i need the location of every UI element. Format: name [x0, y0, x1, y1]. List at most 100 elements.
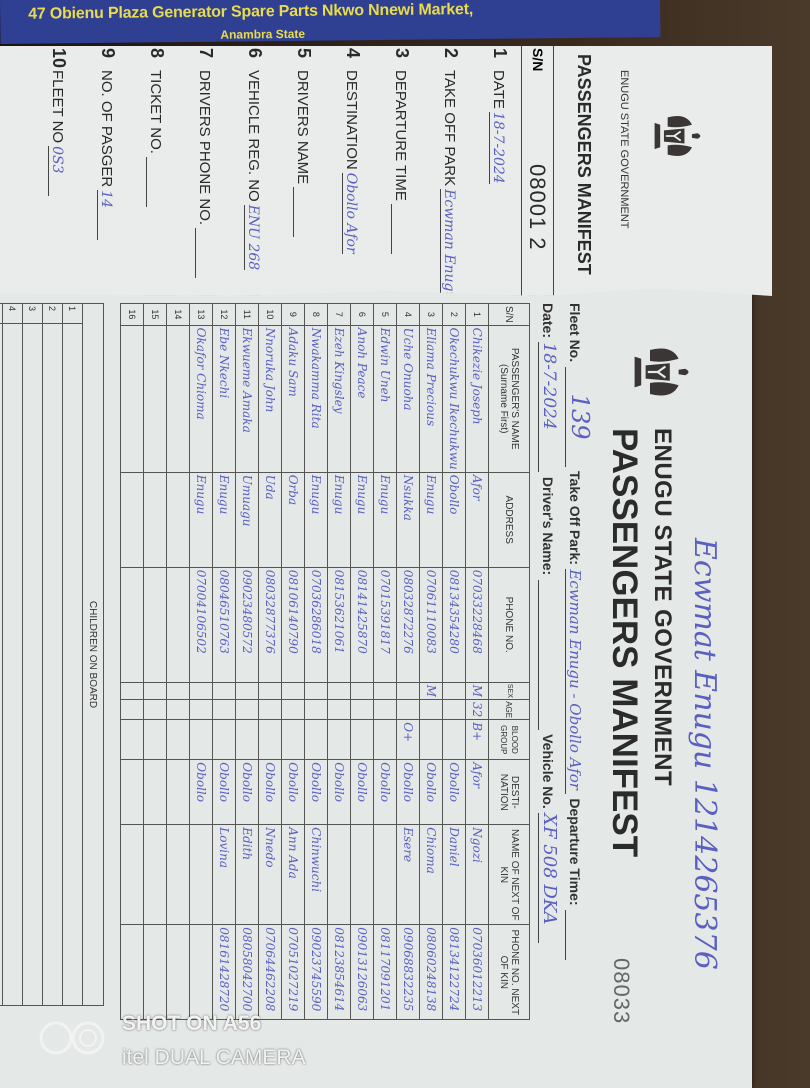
- table-cell: [42, 323, 63, 1006]
- table-cell: [143, 325, 167, 473]
- table-row: 15: [143, 303, 167, 1020]
- children-row: 3: [22, 303, 43, 1006]
- cell-value: Obollo: [401, 762, 415, 802]
- table-cell: [281, 682, 305, 700]
- table-cell: Ekwueme Amaka: [235, 325, 259, 473]
- cell-value: B+: [470, 722, 484, 742]
- table-cell: Eliama Precious: [419, 325, 443, 473]
- table-cell: Obollo: [396, 759, 420, 825]
- table-cell: [143, 472, 167, 568]
- table-cell: [373, 682, 397, 700]
- table-cell: 09023480572: [235, 567, 259, 683]
- table-cell: [143, 682, 167, 700]
- table-cell: 07051027219: [281, 924, 305, 1020]
- table-row: 1 Chikezie Joseph Afor 07033228468 M 32 B+ Afor…: [465, 303, 489, 1020]
- fleet-label: Fleet No.: [567, 303, 583, 363]
- children-row: 5: [0, 303, 3, 1006]
- table-cell: 08153621061: [327, 567, 351, 683]
- table-cell: Edwin Uneh: [373, 325, 397, 473]
- cell-value: Ngozi: [470, 827, 484, 863]
- children-label: CHILDREN ON BOARD: [82, 303, 104, 1006]
- table-cell: [143, 699, 167, 720]
- field-number: 1: [490, 48, 510, 59]
- table-row: 2 Okechukwu Ikechukwu Obollo 08134354280 Obo…: [442, 303, 466, 1020]
- table-row: 5 Edwin Uneh Enugu 07015391817 Obollo 0811709…: [373, 303, 397, 1020]
- table-cell: [304, 699, 328, 720]
- cell-value: 08134122724: [447, 927, 461, 1012]
- field-number: 4: [343, 48, 363, 59]
- cell-value: 08032877376: [263, 569, 277, 654]
- table-cell: Adaku Sam: [281, 325, 305, 473]
- table-cell: 07033228468: [465, 567, 489, 683]
- table-cell: Umuagu: [235, 472, 259, 568]
- cell-value: Obollo: [240, 762, 254, 802]
- slip-field-take-off-park: 2 TAKE OFF PARK Ecwman Enugu: [440, 48, 461, 301]
- cell-value: Obollo: [355, 762, 369, 802]
- table-cell: Obollo: [235, 759, 259, 825]
- cell-value: Okechukwu Ikechukwu: [447, 327, 461, 470]
- coat-of-arms-icon: [646, 108, 708, 164]
- table-cell: [143, 924, 167, 1020]
- cell-value: 07036286018: [309, 569, 323, 654]
- cell-value: 07051027219: [286, 927, 300, 1012]
- cell-value: Obollo: [194, 762, 208, 802]
- table-cell: [396, 682, 420, 700]
- cell-value: Obollo: [332, 762, 346, 802]
- table-cell: Nsukka: [396, 472, 420, 568]
- cell-value: 08141425870: [355, 569, 369, 654]
- column-header: SEX: [488, 682, 530, 700]
- cell-value: Enugu: [309, 474, 323, 515]
- row-number: 2: [442, 303, 466, 326]
- cell-value: Enugu: [378, 474, 392, 515]
- cell-value: Obollo: [378, 762, 392, 802]
- row-number: 2: [42, 303, 63, 324]
- table-row: 3 Eliama Precious Enugu 07061110083 M Obollo C…: [419, 303, 443, 1020]
- table-cell: [189, 824, 213, 925]
- slip-field-departure-time: 3 DEPARTURE TIME: [391, 48, 412, 254]
- table-cell: 08058042700: [235, 924, 259, 1020]
- cell-value: 08058042700: [240, 927, 254, 1012]
- cell-value: Orba: [286, 474, 300, 506]
- table-cell: Obollo: [442, 472, 466, 568]
- row-number: 9: [281, 303, 305, 326]
- table-cell: Okafor Chioma: [189, 325, 213, 473]
- table-cell: 09068832235: [396, 924, 420, 1020]
- slip-gov: ENUGU STATE GOVERNMENT: [618, 70, 630, 229]
- cell-value: Obollo: [424, 762, 438, 802]
- row-number: 1: [62, 303, 83, 324]
- date-value: 18-7-2024: [538, 342, 559, 473]
- table-cell: [258, 699, 282, 720]
- field-value: [146, 157, 147, 207]
- table-cell: [304, 719, 328, 760]
- table-cell: [235, 682, 259, 700]
- slip-field-destination: 4 DESTINATION Obollo Afor: [342, 48, 363, 254]
- field-number: 10: [49, 48, 69, 69]
- table-cell: [120, 699, 144, 720]
- table-cell: 08134122724: [442, 924, 466, 1020]
- table-cell: 08046510763: [212, 567, 236, 683]
- table-cell: 09023745590: [304, 924, 328, 1020]
- table-cell: [120, 682, 144, 700]
- table-cell: [350, 682, 374, 700]
- table-cell: [327, 699, 351, 720]
- table-cell: [22, 323, 43, 1006]
- cell-value: 08153621061: [332, 569, 346, 654]
- cell-value: Enugu: [355, 474, 369, 515]
- cell-value: Enugu: [217, 474, 231, 515]
- children-row: 1: [62, 303, 83, 1006]
- table-cell: [350, 699, 374, 720]
- advert-banner: 47 Obienu Plaza Generator Spare Parts Nk…: [0, 0, 661, 44]
- table-cell: [189, 682, 213, 700]
- cell-value: Enugu: [332, 474, 346, 515]
- park-label: Take Off Park:: [567, 471, 583, 565]
- table-cell: [350, 824, 374, 925]
- table-cell: [442, 699, 466, 720]
- row-number: 3: [419, 303, 443, 326]
- cell-value: Lovina: [217, 827, 231, 868]
- form-title: PASSENGERS MANIFEST: [605, 428, 644, 858]
- cell-value: Chinwuchi: [309, 827, 323, 893]
- cell-value: 08134354280: [447, 569, 461, 654]
- column-header: PHONE NO. NEXT OF KIN: [488, 924, 530, 1020]
- table-cell: [281, 699, 305, 720]
- cell-value: Edwin Uneh: [378, 327, 392, 403]
